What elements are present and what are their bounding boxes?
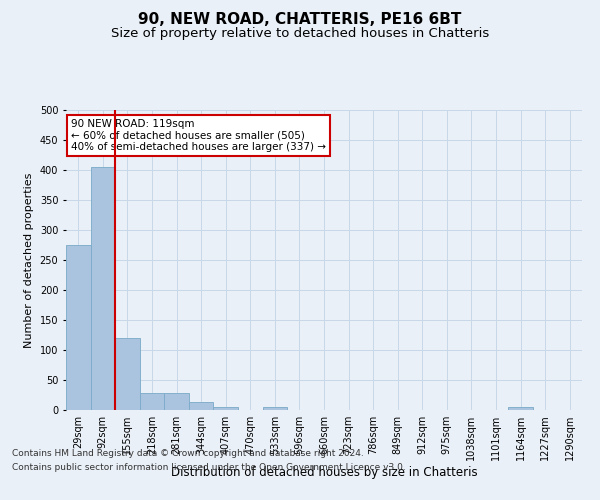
- Text: Size of property relative to detached houses in Chatteris: Size of property relative to detached ho…: [111, 28, 489, 40]
- Text: 90, NEW ROAD, CHATTERIS, PE16 6BT: 90, NEW ROAD, CHATTERIS, PE16 6BT: [139, 12, 461, 28]
- Bar: [66, 245, 91, 410]
- X-axis label: Distribution of detached houses by size in Chatteris: Distribution of detached houses by size …: [170, 466, 478, 479]
- Bar: [164, 393, 189, 410]
- Bar: [189, 402, 214, 410]
- Text: Contains public sector information licensed under the Open Government Licence v3: Contains public sector information licen…: [12, 464, 406, 472]
- Text: Contains HM Land Registry data © Crown copyright and database right 2024.: Contains HM Land Registry data © Crown c…: [12, 448, 364, 458]
- Bar: [140, 393, 164, 410]
- Bar: [508, 407, 533, 410]
- Bar: [115, 338, 140, 410]
- Bar: [263, 407, 287, 410]
- Text: 90 NEW ROAD: 119sqm
← 60% of detached houses are smaller (505)
40% of semi-detac: 90 NEW ROAD: 119sqm ← 60% of detached ho…: [71, 119, 326, 152]
- Bar: [214, 407, 238, 410]
- Bar: [91, 167, 115, 410]
- Y-axis label: Number of detached properties: Number of detached properties: [24, 172, 34, 348]
